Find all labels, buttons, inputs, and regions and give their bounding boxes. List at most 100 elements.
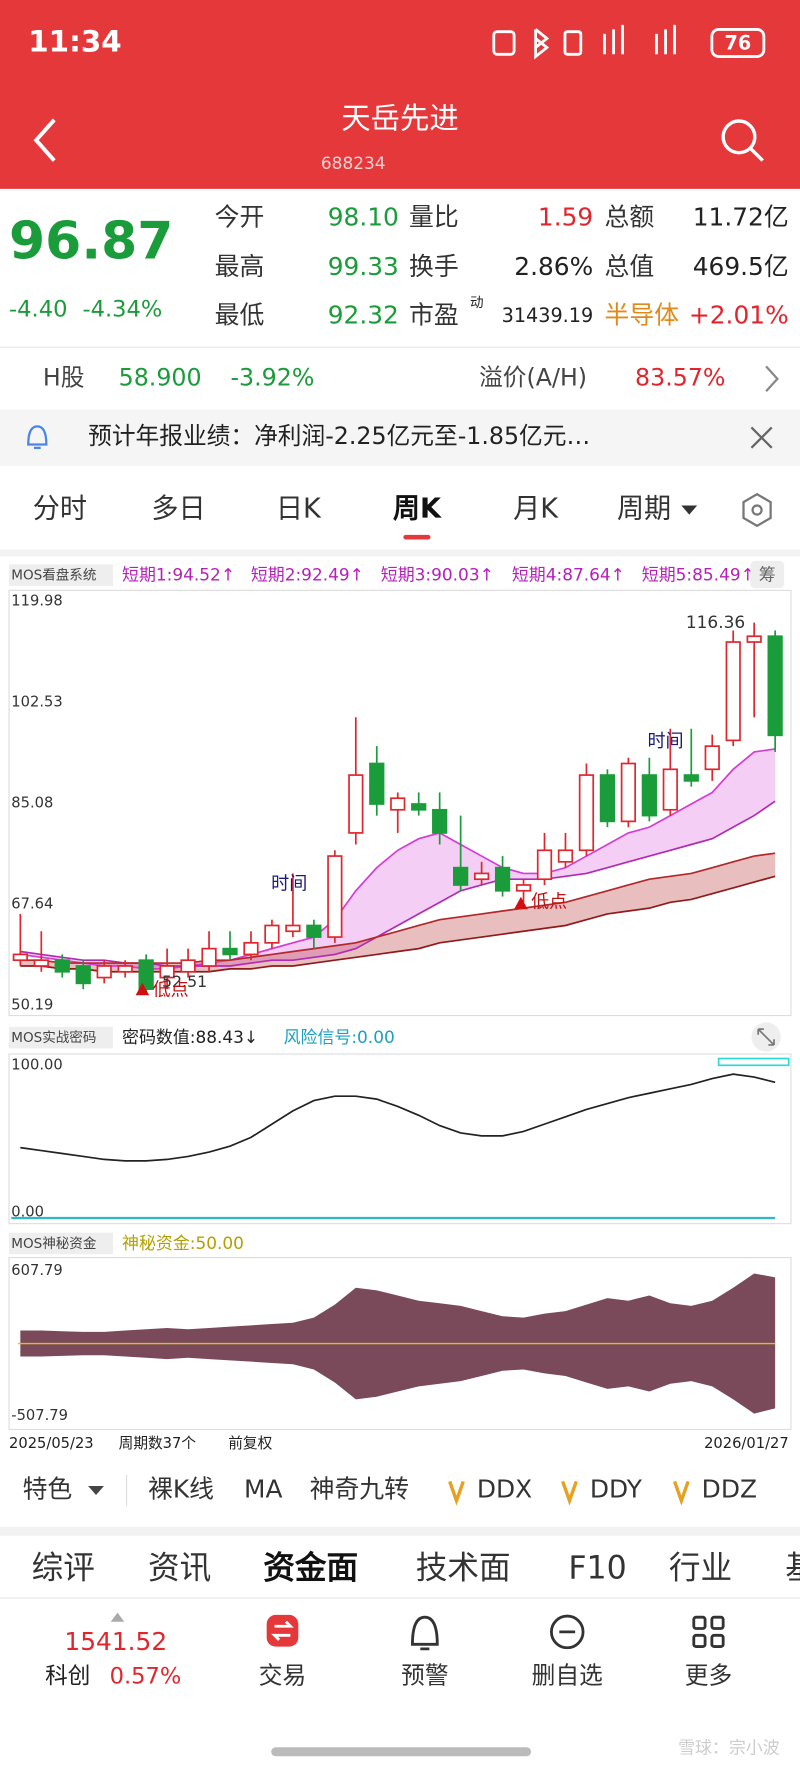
fund-value-label: 神秘资金:50.00 — [122, 1233, 244, 1253]
section-tab[interactable]: F10 — [568, 1551, 626, 1587]
section-tab[interactable]: 行业 — [669, 1551, 732, 1587]
y-tick-label: 102.53 — [11, 694, 62, 711]
section-tab[interactable]: 资讯 — [148, 1551, 211, 1587]
nav-item[interactable]: 更多 — [685, 1662, 732, 1690]
field-label: 总值 — [605, 252, 655, 281]
field-value: 99.33 — [328, 252, 399, 281]
legend-item: 短期3:90.03↑ — [381, 565, 494, 585]
tool-tab[interactable]: 裸K线 — [148, 1475, 214, 1504]
v-icon — [561, 1480, 578, 1506]
settings-icon-center — [751, 504, 763, 516]
legend-item: 短期1:94.52↑ — [122, 565, 235, 585]
candle-body — [96, 965, 112, 979]
field-label: 量比 — [409, 202, 459, 231]
candle-body — [222, 947, 238, 956]
legend-item: 短期4:87.64↑ — [512, 565, 625, 585]
notice-text[interactable]: 预计年报业绩：净利润-2.25亿元至-1.85亿元… — [88, 422, 590, 450]
section-tab[interactable]: 技术面 — [416, 1551, 511, 1587]
status-time: 11:34 — [28, 24, 121, 58]
field-value: +2.01% — [689, 301, 789, 330]
x-end: 2026/01/27 — [704, 1435, 789, 1452]
settings-icon[interactable] — [742, 492, 772, 528]
low-label: 52.51 — [162, 972, 207, 991]
candle-body — [578, 774, 595, 852]
candle-body — [432, 808, 448, 834]
chip-button[interactable]: 筹 — [759, 565, 776, 585]
candle-body — [201, 947, 217, 967]
tool-tab[interactable]: DDX — [477, 1475, 532, 1504]
y-tick-label: 607.79 — [11, 1262, 62, 1279]
candle-body — [12, 953, 28, 962]
stock-code: 688234 — [321, 153, 386, 173]
period-tab[interactable]: 月K — [513, 494, 559, 525]
tool-tabs: 特色 裸K线 MA 神奇九转 DDX DDY DDZ — [23, 1475, 757, 1506]
y-tick-label: 119.98 — [11, 593, 62, 610]
period-tab[interactable]: 日K — [276, 494, 322, 525]
section-tab[interactable]: 资金面 — [263, 1550, 358, 1587]
last-price: 96.87 — [9, 211, 173, 271]
watermark: 雪球：宗小波 — [678, 1737, 780, 1757]
tool-tab[interactable]: DDZ — [702, 1475, 757, 1504]
candle-body — [243, 941, 259, 956]
alert-icon — [411, 1615, 439, 1651]
section-tab[interactable]: 基 — [785, 1551, 800, 1587]
candle-body — [453, 866, 469, 886]
tool-tab[interactable]: DDY — [590, 1475, 643, 1504]
candle-body — [75, 965, 91, 985]
nav-item[interactable]: 预警 — [401, 1662, 448, 1690]
tool-tab[interactable]: MA — [244, 1475, 282, 1504]
search-handle — [749, 146, 764, 162]
legend-item: 短期5:85.49↑ — [642, 565, 755, 585]
v-icon — [448, 1480, 465, 1506]
signal-label: 低点 — [153, 980, 189, 1001]
notice-close[interactable] — [750, 426, 773, 449]
signal-label: 时间 — [647, 731, 683, 752]
section-tab[interactable]: 综评 — [32, 1551, 95, 1587]
bottom-nav: 交易 预警 删自选 更多 — [259, 1662, 732, 1690]
signal-label: 时间 — [271, 873, 307, 894]
candle-body — [767, 635, 783, 737]
back-button[interactable] — [33, 118, 56, 162]
nav-item[interactable]: 交易 — [259, 1662, 306, 1690]
tool-tab[interactable]: 特色 — [23, 1475, 73, 1504]
field-label: 最低 — [215, 301, 265, 330]
x-count: 周期数37个 — [119, 1435, 197, 1452]
period-tab[interactable]: 周期 — [617, 494, 671, 525]
high-label: 116.36 — [686, 612, 745, 632]
low-marker — [135, 982, 150, 996]
expand-icon — [757, 1028, 775, 1046]
x-adjust: 前复权 — [228, 1434, 272, 1452]
h-share-chevron[interactable] — [765, 365, 779, 393]
field-value: 92.32 — [328, 301, 399, 330]
search-icon — [721, 119, 757, 155]
search-button[interactable] — [721, 119, 764, 162]
y-tick-label: 0.00 — [11, 1203, 44, 1220]
code-value-label: 密码数值:88.43↓ — [122, 1027, 258, 1047]
chip-button-bg[interactable] — [750, 560, 785, 589]
tool-tab[interactable]: 神奇九转 — [310, 1475, 409, 1504]
field-label: 半导体 — [605, 301, 680, 330]
battery — [710, 27, 766, 58]
candle-body — [411, 803, 427, 811]
candle-body — [390, 797, 406, 811]
field-label: 今开 — [215, 202, 265, 231]
v-icon — [672, 1480, 690, 1506]
y-tick-label: -507.79 — [11, 1407, 68, 1424]
indicator-frame — [8, 1053, 792, 1225]
candle-body — [662, 768, 678, 811]
nav-item[interactable]: 删自选 — [532, 1662, 603, 1690]
period-tab[interactable]: 周K — [393, 494, 442, 525]
home-indicator — [271, 1747, 532, 1757]
candle-body — [180, 959, 196, 973]
period-tab[interactable]: 多日 — [151, 494, 205, 525]
field-label: 最高 — [215, 252, 265, 281]
candle-body — [369, 762, 385, 805]
risk-label: 风险信号:0.00 — [284, 1027, 395, 1047]
period-tab[interactable]: 分时 — [33, 494, 87, 525]
low-marker — [514, 896, 528, 910]
indicator-frame — [8, 1257, 792, 1431]
candle-body — [641, 774, 657, 817]
risk-box — [717, 1057, 790, 1067]
field-value: 31439.19 — [502, 304, 594, 327]
field-value: 98.10 — [328, 202, 399, 231]
